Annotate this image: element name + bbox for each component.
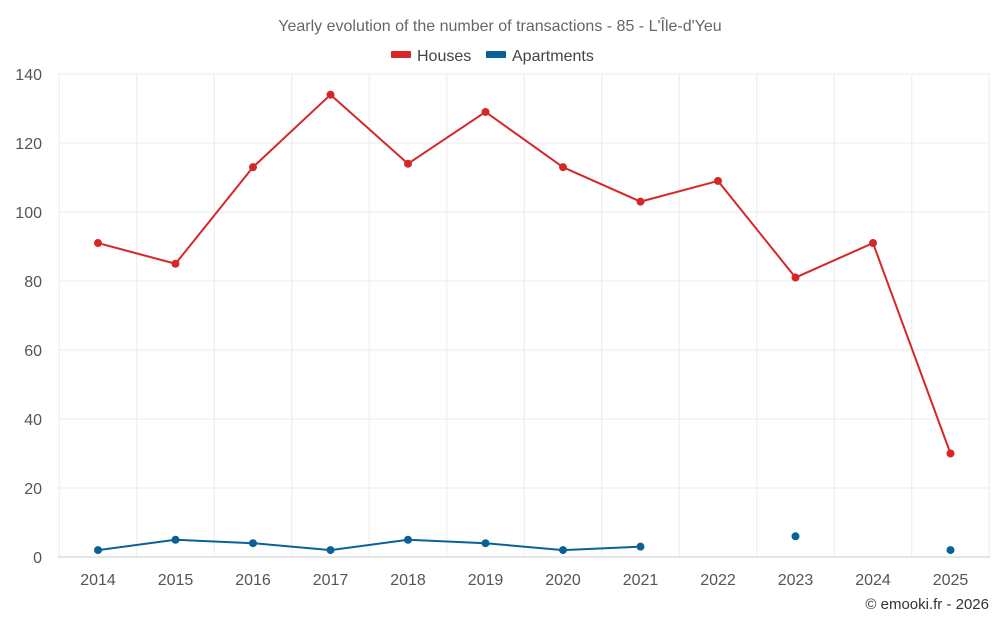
data-point-houses-2016 [249, 163, 257, 172]
data-point-houses-2023 [791, 273, 800, 282]
tick-labels: 0 20 40 60 80 100 120 140 2014 2015 2016 2017 2018 20… [15, 67, 968, 589]
x-tick-label: 2021 [623, 572, 659, 589]
x-tick-label: 2019 [468, 572, 504, 589]
legend-label-apartments: Apartments [512, 48, 594, 65]
data-point-apartments-2021 [636, 542, 645, 551]
x-tick-label: 2025 [933, 572, 969, 589]
y-tick-label: 0 [33, 550, 42, 567]
credit-text: © emooki.fr - 2026 [865, 596, 989, 613]
data-point-apartments-2017 [326, 546, 335, 555]
data-point-apartments-2018 [404, 535, 412, 544]
legend[interactable]: Houses Apartments [391, 48, 594, 65]
x-tick-label: 2023 [778, 572, 814, 589]
legend-item-apartments[interactable]: Apartments [486, 48, 594, 65]
x-tick-label: 2018 [390, 572, 426, 589]
y-tick-label: 40 [24, 412, 42, 429]
data-point-apartments-2014 [94, 546, 102, 555]
data-point-houses-2022 [714, 176, 722, 185]
x-tick-label: 2017 [313, 572, 349, 589]
data-point-apartments-2015 [171, 535, 180, 544]
y-tick-label: 80 [24, 274, 42, 291]
chart-title: Yearly evolution of the number of transa… [278, 16, 721, 35]
x-tick-label: 2015 [158, 572, 194, 589]
series-layer [94, 90, 955, 555]
legend-swatch-apartments [486, 51, 506, 58]
data-point-houses-2018 [404, 159, 412, 168]
y-tick-label: 60 [24, 343, 42, 360]
data-point-apartments-2020 [559, 546, 567, 555]
y-tick-label: 20 [24, 481, 42, 498]
series-houses [94, 90, 955, 458]
series-line-houses [97, 93, 952, 454]
data-point-houses-2025 [946, 449, 955, 458]
y-tick-label: 120 [15, 136, 42, 153]
data-point-houses-2021 [636, 197, 645, 206]
y-tick-label: 140 [15, 67, 42, 84]
legend-label-houses: Houses [417, 48, 471, 65]
legend-item-houses[interactable]: Houses [391, 48, 471, 65]
y-tick-label: 100 [15, 205, 42, 222]
grid [58, 73, 990, 557]
data-point-houses-2014 [94, 239, 102, 248]
data-point-houses-2019 [481, 107, 490, 116]
x-tick-label: 2022 [700, 572, 736, 589]
data-point-apartments-2016 [249, 539, 257, 548]
series-apartments [94, 532, 955, 555]
data-point-houses-2017 [326, 90, 335, 99]
data-point-apartments-2023 [791, 532, 800, 541]
x-tick-label: 2016 [235, 572, 271, 589]
data-point-apartments-2025 [946, 546, 955, 555]
data-point-houses-2015 [171, 259, 180, 268]
x-tick-label: 2024 [855, 572, 891, 589]
data-point-apartments-2019 [481, 539, 490, 548]
x-tick-label: 2014 [80, 572, 116, 589]
data-point-houses-2020 [559, 163, 567, 172]
x-tick-label: 2020 [545, 572, 581, 589]
legend-swatch-houses [391, 51, 411, 58]
data-point-houses-2024 [869, 239, 877, 248]
